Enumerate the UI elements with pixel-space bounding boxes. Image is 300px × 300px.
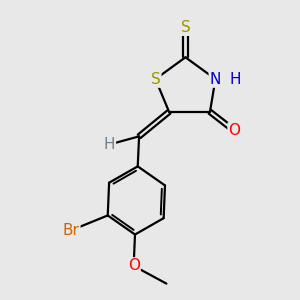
Text: O: O — [128, 258, 140, 273]
Text: H: H — [103, 137, 115, 152]
Text: N: N — [210, 72, 221, 87]
Text: S: S — [151, 72, 160, 87]
Text: H: H — [230, 72, 241, 87]
Text: Br: Br — [62, 223, 80, 238]
Text: S: S — [181, 20, 190, 35]
Text: O: O — [229, 123, 241, 138]
